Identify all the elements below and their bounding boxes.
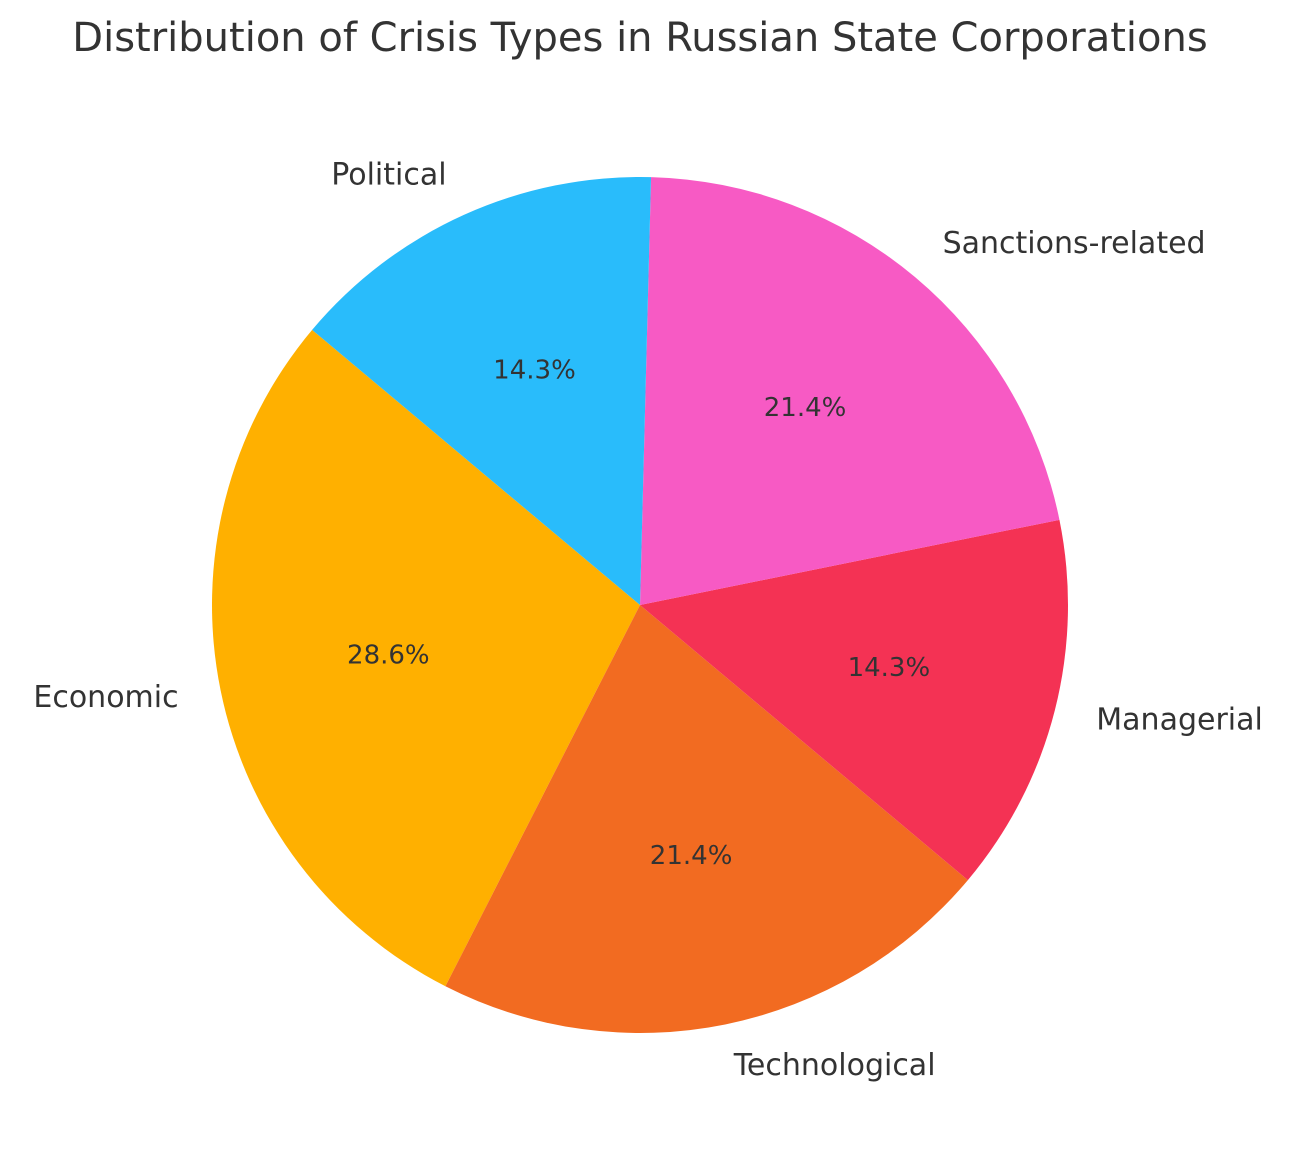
pie-slice — [640, 177, 1060, 606]
pie-slice — [211, 329, 640, 987]
pie-slice — [640, 519, 1068, 881]
value-label: 14.3% — [848, 653, 931, 683]
category-label: Managerial — [1096, 702, 1263, 737]
pie-slice — [445, 605, 968, 1033]
value-label: 21.4% — [650, 841, 733, 871]
chart-title: Distribution of Crisis Types in Russian … — [72, 15, 1207, 61]
value-label: 21.4% — [764, 393, 847, 423]
category-label: Sanctions-related — [943, 226, 1206, 261]
category-label: Economic — [33, 680, 178, 715]
value-label: 14.3% — [493, 355, 576, 385]
category-label: Political — [331, 157, 446, 192]
pie-slice — [312, 177, 652, 605]
value-label: 28.6% — [347, 641, 430, 671]
category-label: Technological — [733, 1048, 936, 1083]
